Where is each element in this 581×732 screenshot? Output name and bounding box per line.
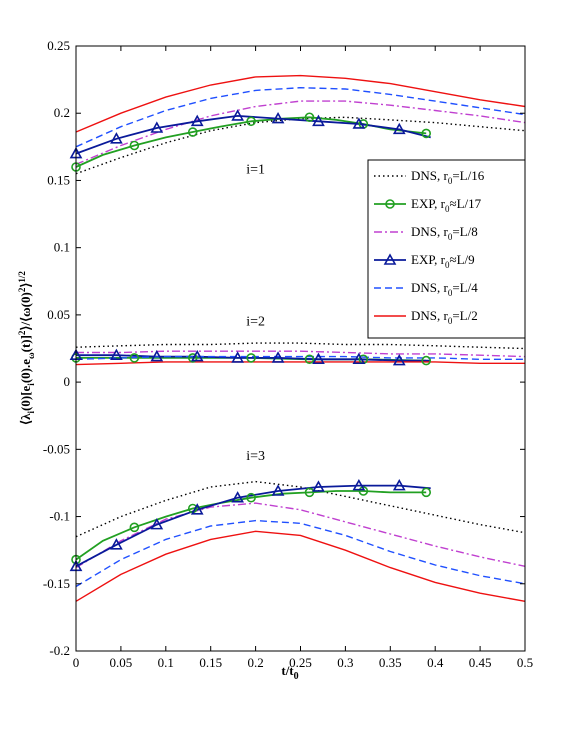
x-tick-label: 0.5 — [517, 655, 533, 670]
x-tick-label: 0.45 — [469, 655, 492, 670]
svg-text:⟨λi(0)[ei(0).eω(t)]2⟩/⟨ω(0)2⟩1: ⟨λi(0)[ei(0).eω(t)]2⟩/⟨ω(0)2⟩1/2 — [17, 271, 36, 425]
x-tick-label: 0.35 — [379, 655, 402, 670]
x-tick-label: 0 — [73, 655, 80, 670]
annotation: i=2 — [246, 315, 265, 330]
y-tick-label: 0.1 — [54, 240, 70, 255]
x-tick-label: 0.15 — [199, 655, 222, 670]
y-axis-label: ⟨λi(0)[ei(0).eω(t)]2⟩/⟨ω(0)2⟩1/2 — [17, 271, 36, 425]
y-tick-label: -0.1 — [49, 509, 70, 524]
y-tick-label: 0.2 — [54, 105, 70, 120]
y-tick-label: 0.15 — [47, 172, 70, 187]
y-tick-label: -0.2 — [49, 643, 70, 658]
annotation: i=1 — [246, 163, 265, 178]
annotation: i=3 — [246, 449, 265, 464]
x-tick-label: 0.4 — [427, 655, 444, 670]
y-tick-label: -0.15 — [43, 576, 70, 591]
x-tick-label: 0.05 — [110, 655, 133, 670]
x-tick-label: 0.1 — [158, 655, 174, 670]
x-tick-label: 0.2 — [247, 655, 263, 670]
y-tick-label: 0.25 — [47, 38, 70, 53]
y-tick-label: -0.05 — [43, 441, 70, 456]
y-tick-label: 0.05 — [47, 307, 70, 322]
y-tick-label: 0 — [64, 374, 71, 389]
plot-background — [76, 46, 525, 651]
x-tick-label: 0.3 — [337, 655, 353, 670]
